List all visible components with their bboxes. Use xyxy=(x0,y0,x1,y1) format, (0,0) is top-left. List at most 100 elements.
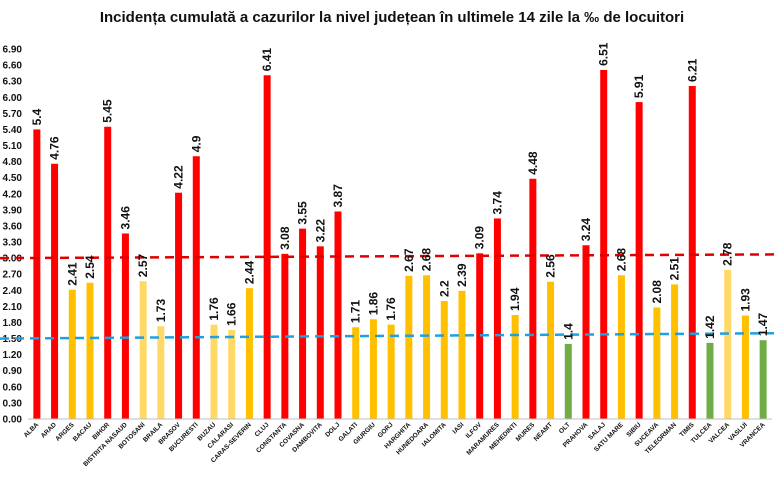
bar xyxy=(635,102,643,419)
y-tick-label: 1.20 xyxy=(3,350,23,361)
data-label: 1.42 xyxy=(703,315,717,339)
bar xyxy=(440,301,448,419)
data-label: 1.76 xyxy=(384,297,398,321)
bar xyxy=(316,246,324,419)
y-tick-label: 6.90 xyxy=(3,45,23,56)
y-tick-label: 3.60 xyxy=(3,221,23,232)
bar xyxy=(228,329,236,419)
y-tick-label: 4.50 xyxy=(3,173,23,184)
bar xyxy=(493,218,501,419)
bar xyxy=(51,163,59,419)
y-tick-label: 1.50 xyxy=(3,334,23,345)
y-tick-label: 1.80 xyxy=(3,318,23,329)
y-tick-label: 4.20 xyxy=(3,189,23,200)
y-tick-label: 0.90 xyxy=(3,366,23,377)
data-label: 3.09 xyxy=(473,226,487,250)
reference-line xyxy=(0,253,778,260)
bar xyxy=(617,275,625,419)
data-label: 2.56 xyxy=(544,254,558,278)
bar xyxy=(175,192,183,419)
x-tick-label: IASI xyxy=(452,421,466,435)
bar xyxy=(369,319,377,419)
bar xyxy=(724,269,732,419)
bar xyxy=(157,326,165,419)
bar xyxy=(671,284,679,419)
bar xyxy=(741,315,749,419)
bar xyxy=(511,314,519,419)
data-label: 2.51 xyxy=(668,257,682,281)
bar xyxy=(263,75,271,419)
x-tick-label: OLT xyxy=(558,421,572,435)
data-label: 1.93 xyxy=(738,288,752,312)
data-label: 1.76 xyxy=(207,297,221,321)
data-label: 2.41 xyxy=(65,262,79,286)
data-label: 1.71 xyxy=(349,300,363,324)
data-label: 6.41 xyxy=(260,48,274,72)
data-label: 4.22 xyxy=(172,165,186,189)
data-label: 2.08 xyxy=(650,280,664,304)
y-axis: 0.00 0.30 0.60 0.90 1.20 1.50 1.80 2.10 2.40 2.70… xyxy=(3,45,23,426)
data-label: 3.74 xyxy=(490,191,504,215)
data-label: 3.87 xyxy=(331,184,345,208)
y-tick-label: 4.80 xyxy=(3,157,23,168)
data-label: 3.22 xyxy=(313,219,327,243)
y-tick-label: 6.60 xyxy=(3,61,23,72)
bar xyxy=(688,86,696,419)
x-tick-label: ALBA xyxy=(23,421,41,439)
bar xyxy=(476,253,484,419)
bar xyxy=(86,282,94,419)
y-tick-label: 3.00 xyxy=(3,254,23,265)
bar xyxy=(547,281,555,419)
bar xyxy=(299,228,307,419)
bar xyxy=(458,290,466,419)
data-label: 5.4 xyxy=(30,108,44,125)
bar xyxy=(210,324,218,419)
data-label: 3.08 xyxy=(278,226,292,250)
data-label: 1.47 xyxy=(756,312,770,336)
data-label: 2.78 xyxy=(721,242,735,266)
y-tick-label: 3.30 xyxy=(3,238,23,249)
data-label: 2.57 xyxy=(136,254,150,278)
data-label: 2.68 xyxy=(420,248,434,272)
x-tick-label: NEAMT xyxy=(533,421,554,442)
data-label: 2.39 xyxy=(455,263,469,287)
bar xyxy=(33,129,41,419)
data-label: 4.48 xyxy=(526,151,540,175)
y-tick-label: 0.60 xyxy=(3,382,23,393)
y-tick-label: 5.70 xyxy=(3,109,23,120)
data-label: 1.94 xyxy=(508,287,522,311)
bar xyxy=(600,69,608,420)
y-tick-label: 2.40 xyxy=(3,286,23,297)
reference-line xyxy=(0,331,778,340)
data-label: 6.21 xyxy=(685,58,699,82)
data-label: 3.55 xyxy=(296,201,310,225)
y-tick-label: 3.90 xyxy=(3,205,23,216)
data-label: 2.44 xyxy=(242,260,256,284)
bar xyxy=(582,245,590,419)
data-label: 3.24 xyxy=(579,218,593,242)
data-label: 3.46 xyxy=(118,206,132,230)
y-tick-label: 5.10 xyxy=(3,141,23,152)
data-label: 4.76 xyxy=(48,136,62,160)
data-label: 5.45 xyxy=(101,99,115,123)
data-label: 1.66 xyxy=(225,302,239,326)
y-tick-label: 2.10 xyxy=(3,302,23,313)
data-label: 2.54 xyxy=(83,255,97,279)
x-tick-label: BACAU xyxy=(72,421,94,443)
data-label: 1.73 xyxy=(154,299,168,323)
bar xyxy=(104,126,112,419)
bar xyxy=(352,327,360,419)
data-label: 2.2 xyxy=(437,280,451,297)
data-labels-group: 5.4 4.76 2.41 2.54 5.45 3.46 2.57 1.73 4.224.9 1.… xyxy=(30,42,770,340)
y-tick-label: 5.40 xyxy=(3,125,23,136)
bar xyxy=(706,342,714,419)
data-label: 5.91 xyxy=(632,74,646,98)
bar xyxy=(139,281,147,419)
bar xyxy=(653,307,661,419)
bar xyxy=(405,275,413,419)
y-tick-label: 0.00 xyxy=(3,415,23,426)
bar xyxy=(281,253,289,419)
data-label: 4.9 xyxy=(189,135,203,152)
data-label: 2.67 xyxy=(402,248,416,272)
data-label: 1.86 xyxy=(366,292,380,316)
